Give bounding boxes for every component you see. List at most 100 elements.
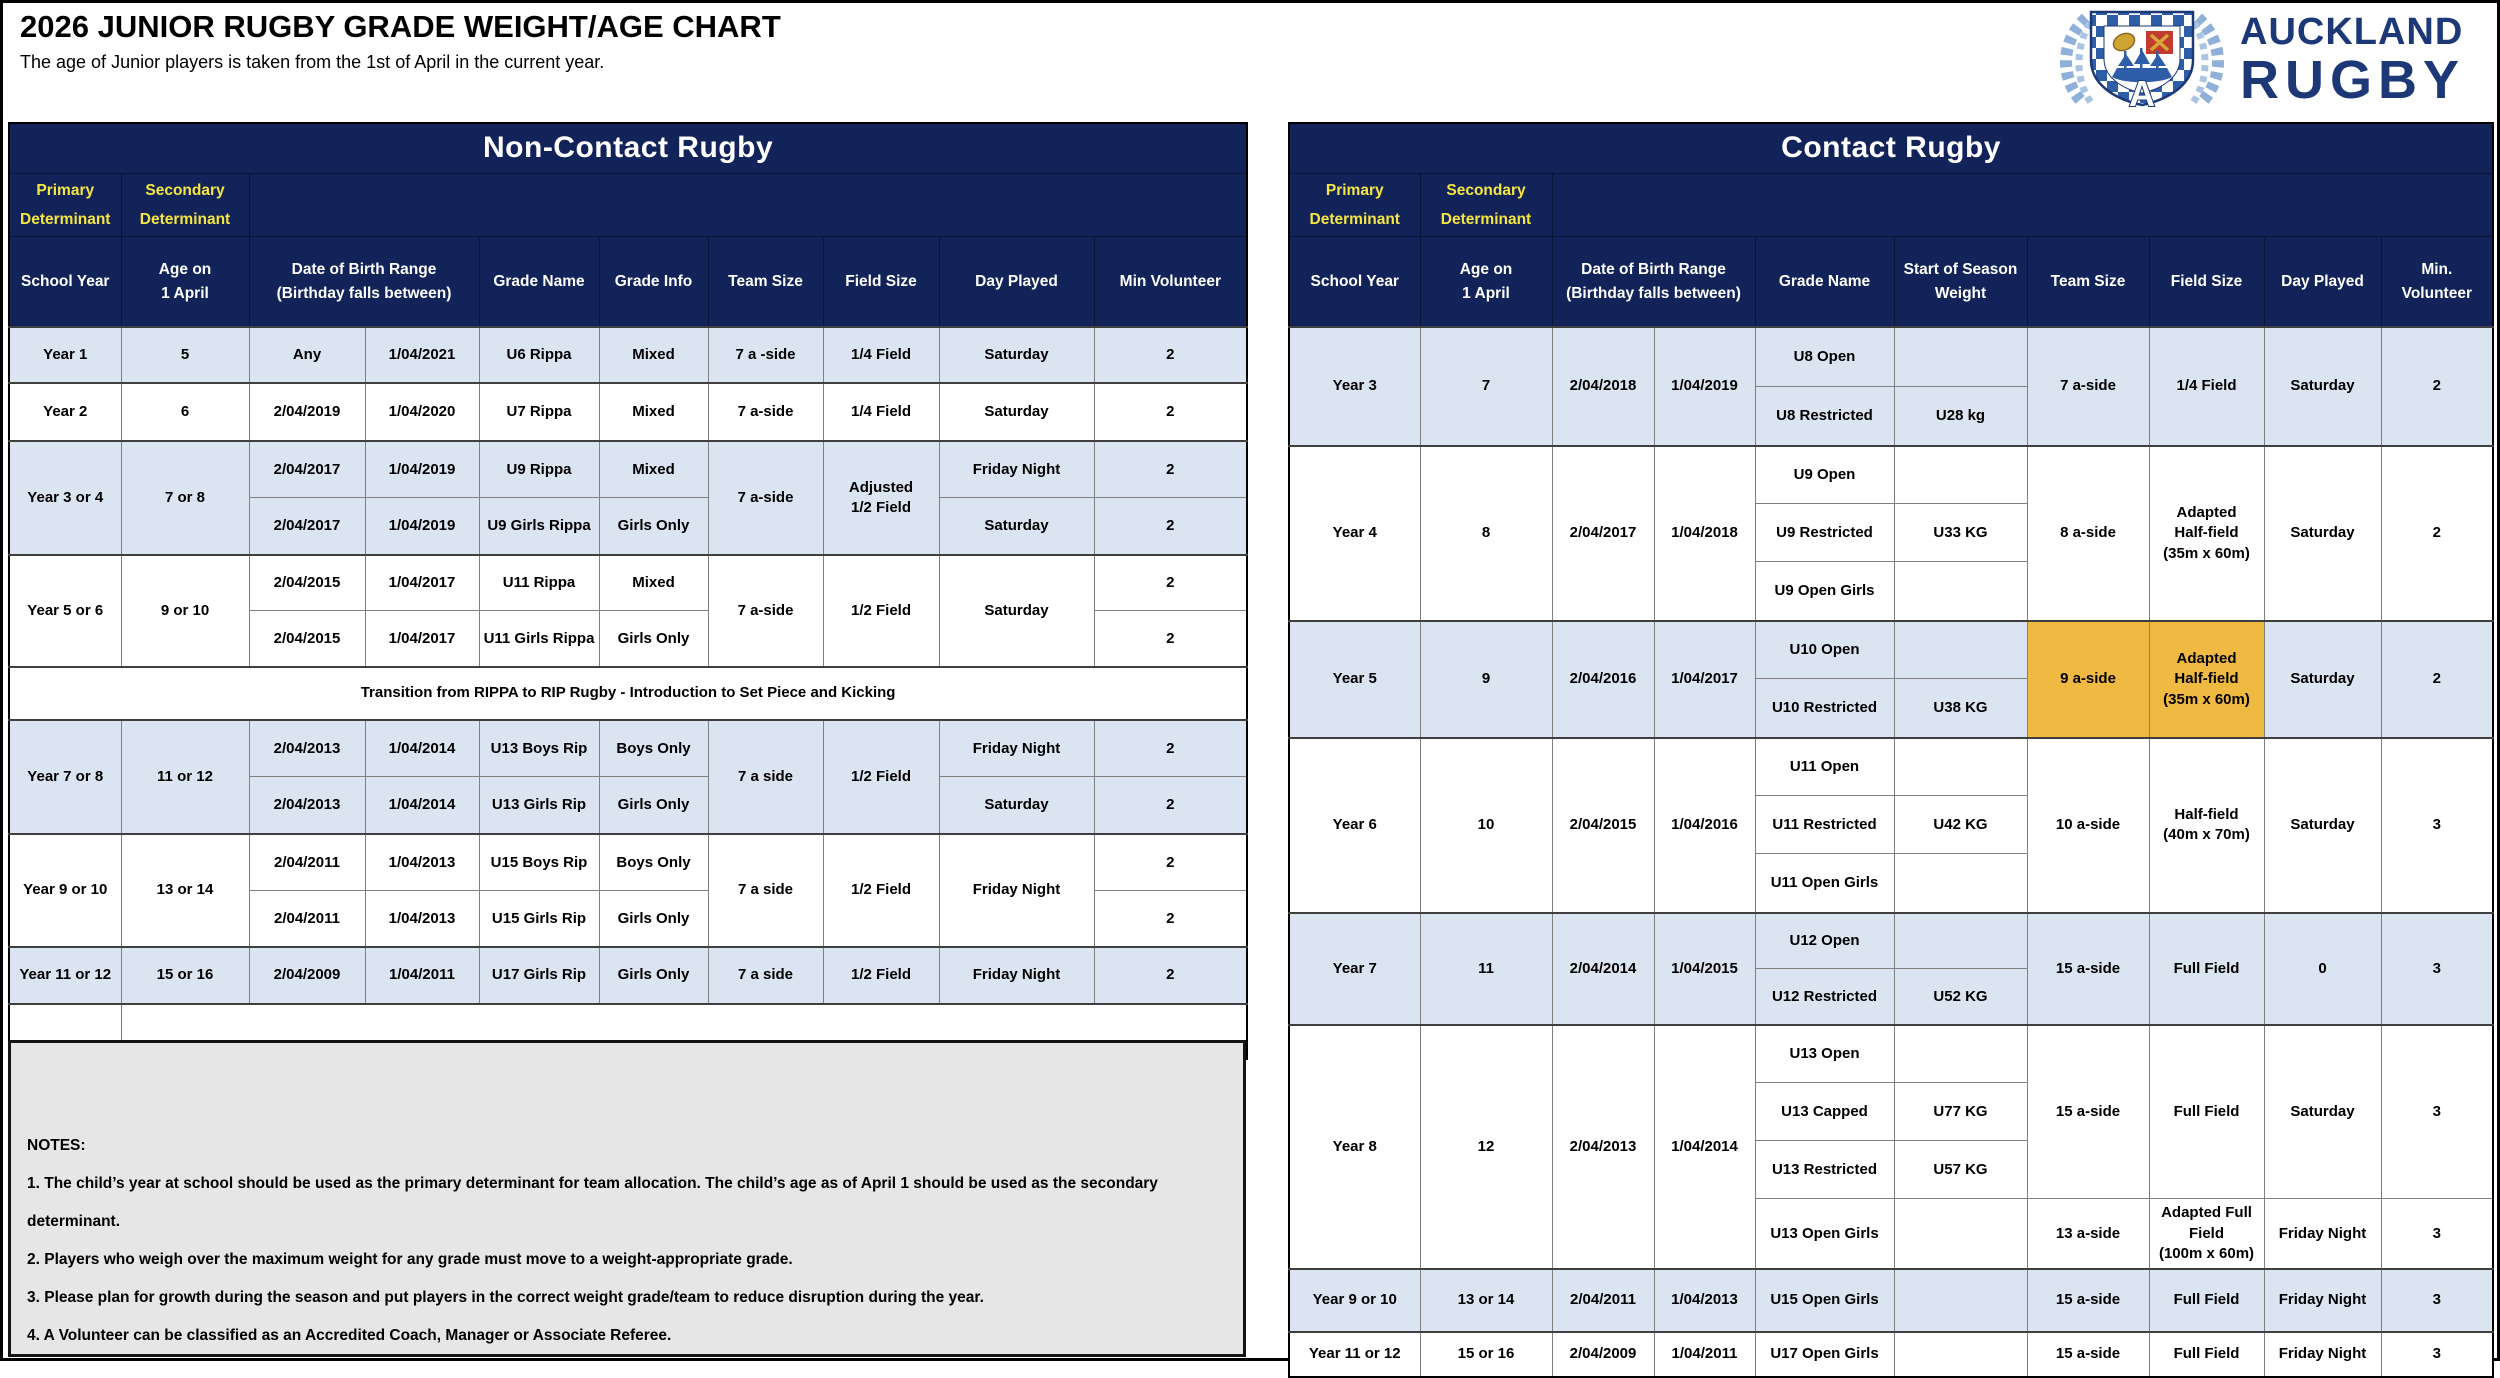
table-cell: U9 Girls Rippa — [478, 497, 600, 556]
table-row: Year 9 or 10 13 or 14 2/04/2011 1/04/2013 U1… — [8, 832, 1248, 948]
table-cell: 2 — [1093, 945, 1248, 1005]
table-cell: Mixed — [598, 325, 709, 384]
table-cell: U13 Open — [1754, 1023, 1895, 1084]
table-cell: U13 Open Girls — [1754, 1198, 1895, 1270]
table-cell: U28 kg — [1893, 386, 2028, 447]
table-cell: U13 Capped — [1754, 1082, 1895, 1142]
column-header: Age on 1 April — [1419, 236, 1553, 328]
table-cell: Mixed — [598, 553, 709, 612]
table-cell: 1/04/2013 — [1653, 1267, 1756, 1333]
table-row: Year 1 5 Any 1/04/2021 U6 Rippa Mixed 7 a -sid… — [8, 325, 1248, 384]
table-cell: U7 Rippa — [478, 381, 600, 442]
table-cell: 2/04/2015 — [248, 553, 366, 612]
column-header: Age on 1 April — [120, 236, 250, 328]
table-cell: 2/04/2011 — [248, 890, 366, 948]
column-header: Day Played — [938, 236, 1095, 328]
table-cell: Year 9 or 10 — [1288, 1267, 1421, 1333]
crossed-hammers-icon — [2149, 33, 2170, 52]
table-cell: 2/04/2015 — [1551, 736, 1655, 914]
table-cell: Year 7 or 8 — [8, 718, 122, 835]
table-cell: 2 — [1093, 610, 1248, 668]
column-header: Start of Season Weight — [1893, 236, 2028, 328]
table-cell: U12 Restricted — [1754, 968, 1895, 1026]
note-item: 2. Players who weigh over the maximum we… — [27, 1251, 793, 1268]
table-cell: Friday Night — [2263, 1330, 2382, 1378]
table-cell: 1/04/2018 — [1653, 444, 1756, 622]
table-cell: U33 KG — [1893, 503, 2028, 563]
table-cell: Boys Only — [598, 832, 709, 892]
non_contact-grid: Non-Contact Rugby Primary Determinant Seco… — [8, 122, 1249, 1060]
table-cell: 1/4 Field — [822, 325, 940, 384]
table-cell: 8 — [1419, 444, 1553, 622]
table-cell: Year 9 or 10 — [8, 832, 122, 948]
table-cell: 1/04/2016 — [1653, 736, 1756, 914]
table-cell — [1893, 1023, 2028, 1084]
table-cell: 1/2 Field — [822, 832, 940, 948]
table-row: U13 Open Girls 13 a-side Adapted Full Fiel… — [1289, 1198, 2494, 1270]
table-cell: 1/04/2017 — [1653, 619, 1756, 739]
table-cell: 3 — [2380, 1267, 2494, 1333]
table-cell: 2/04/2013 — [248, 776, 366, 835]
table-cell — [1893, 853, 2028, 914]
logo-wordmark-line2: RUGBY — [2240, 50, 2465, 110]
table-cell: 13 or 14 — [120, 832, 250, 948]
table-cell: Full Field — [2148, 1267, 2265, 1333]
table-cell: Year 11 or 12 — [8, 945, 122, 1005]
table-cell: U9 Rippa — [478, 439, 600, 499]
table-cell: Any — [248, 325, 366, 384]
table-row: Year 5 9 2/04/2016 1/04/2017 U10 Open 9 a-sid… — [1288, 619, 2494, 739]
table-cell: 2 — [1093, 325, 1248, 384]
table-cell: 15 a-side — [2026, 1267, 2150, 1333]
table-cell: 7 a-side — [707, 381, 824, 442]
primary-determinant-label: Primary Determinant — [8, 172, 122, 238]
table-cell: 2 — [2380, 325, 2494, 447]
table-row: Year 4 8 2/04/2017 1/04/2018 U9 Open 8 a-side… — [1288, 444, 2494, 622]
table-cell: Year 5 or 6 — [8, 553, 122, 668]
table-cell: Half-field (40m x 70m) — [2148, 736, 2265, 914]
column-header: Min Volunteer — [1093, 236, 1248, 328]
table-row: U9 Open Girls — [1289, 561, 2493, 622]
table-cell: 2 — [2380, 619, 2494, 739]
table-cell: Saturday — [2263, 325, 2382, 447]
table-title: Non-Contact Rugby — [8, 122, 1248, 174]
table-cell: Full Field — [2148, 1330, 2265, 1378]
table-cell: U9 Restricted — [1754, 503, 1895, 563]
table-cell: 1/04/2011 — [364, 945, 480, 1005]
table-row: 2/04/2011 1/04/2013 U15 Girls Rip Girls Onl… — [9, 890, 1248, 948]
contact-rugby-table: Contact Rugby Primary Determinant Secondar… — [1288, 122, 2495, 1378]
table-cell: U12 Open — [1754, 911, 1895, 970]
table-cell: Saturday — [938, 381, 1095, 442]
table-row: Year 11 or 12 15 or 16 2/04/2009 1/04/2011 U… — [1288, 1330, 2494, 1378]
contact-grid: Contact Rugby Primary Determinant Secondar… — [1288, 122, 2495, 1378]
table-cell: Saturday — [2263, 1023, 2382, 1200]
table-cell: 9 a-side — [2026, 619, 2150, 739]
table-cell: U8 Open — [1754, 325, 1895, 388]
non-contact-rugby-table: Non-Contact Rugby Primary Determinant Seco… — [8, 122, 1249, 1060]
table-cell: U10 Open — [1754, 619, 1895, 680]
table-cell: U52 KG — [1893, 968, 2028, 1026]
table-cell: 2/04/2013 — [248, 718, 366, 778]
table-cell: Adapted Full Field (100m x 60m) — [2148, 1198, 2265, 1270]
column-header: Field Size — [2148, 236, 2265, 328]
primary-determinant-label: Primary Determinant — [1288, 172, 1421, 238]
table-row: U9 Restricted U33 KG — [1289, 503, 2493, 563]
table-row: 2/04/2013 1/04/2014 U13 Girls Rip Girls Onl… — [9, 776, 1248, 835]
table-cell: 9 or 10 — [120, 553, 250, 668]
logo-wordmark-line1: AUCKLAND — [2240, 11, 2463, 53]
table-cell: 10 — [1419, 736, 1553, 914]
table-cell: 2 — [1093, 776, 1248, 835]
table-cell: 1/2 Field — [822, 945, 940, 1005]
table-row: Year 8 12 2/04/2013 1/04/2014 U13 Open 15 a-s… — [1288, 1023, 2494, 1270]
table-row: 2/04/2017 1/04/2019 U9 Girls Rippa Girls On… — [9, 497, 1248, 556]
table-cell: 7 a side — [707, 945, 824, 1005]
table-cell: Friday Night — [938, 718, 1095, 778]
table-cell: 15 or 16 — [120, 945, 250, 1005]
table-row: Transition from RIPPA to RIP Rugby - Int… — [8, 665, 1248, 721]
table-row: Year 11 or 12 15 or 16 2/04/2009 1/04/2011 U… — [8, 945, 1248, 1005]
table-cell: 1/04/2013 — [364, 890, 480, 948]
auckland-rugby-logo: A AUCKLAND RUGBY — [2060, 10, 2465, 110]
table-cell: 11 or 12 — [120, 718, 250, 835]
column-header: Grade Name — [1754, 236, 1895, 328]
table-cell: 5 — [120, 325, 250, 384]
